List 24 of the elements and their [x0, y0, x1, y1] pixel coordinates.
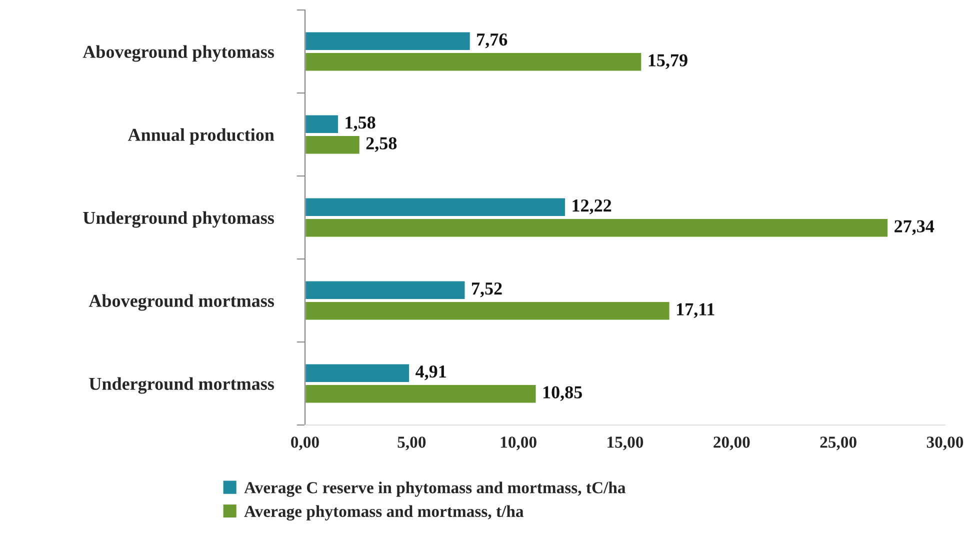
x-tick-label: 30,00: [926, 436, 964, 450]
data-label: 7,52: [472, 282, 502, 298]
y-tick-label: Annual production: [128, 128, 274, 145]
x-tick-label: 15,00: [608, 436, 644, 450]
data-label: 17,11: [677, 303, 714, 318]
data-label: 4,91: [416, 366, 446, 380]
x-tick-label: 0,00: [291, 436, 319, 450]
x-tick-label: 10,00: [500, 436, 536, 450]
data-label: 27,34: [894, 220, 934, 236]
data-label: 2,58: [366, 137, 397, 152]
legend-label: Average phytomass and mortmass, t/ha: [244, 505, 524, 521]
x-tick-label: 25,00: [820, 436, 856, 450]
data-label: 12,22: [572, 200, 612, 214]
x-tick-label: 5,00: [398, 436, 426, 450]
data-label: 10,85: [543, 386, 582, 402]
data-label: 7,76: [477, 34, 508, 48]
y-tick-label: Aboveground mortmass: [88, 294, 274, 311]
y-tick-label: Underground phytomass: [83, 211, 274, 228]
data-label: 1,58: [346, 116, 376, 132]
x-tick-label: 20,00: [714, 436, 750, 450]
y-tick-label: Aboveground phytomass: [82, 45, 274, 62]
legend-label: Average C reserve in phytomass and mortmass, tC/ha: [244, 482, 626, 497]
y-tick-label: Underground mortmass: [89, 377, 274, 394]
data-label: 15,79: [648, 54, 688, 70]
